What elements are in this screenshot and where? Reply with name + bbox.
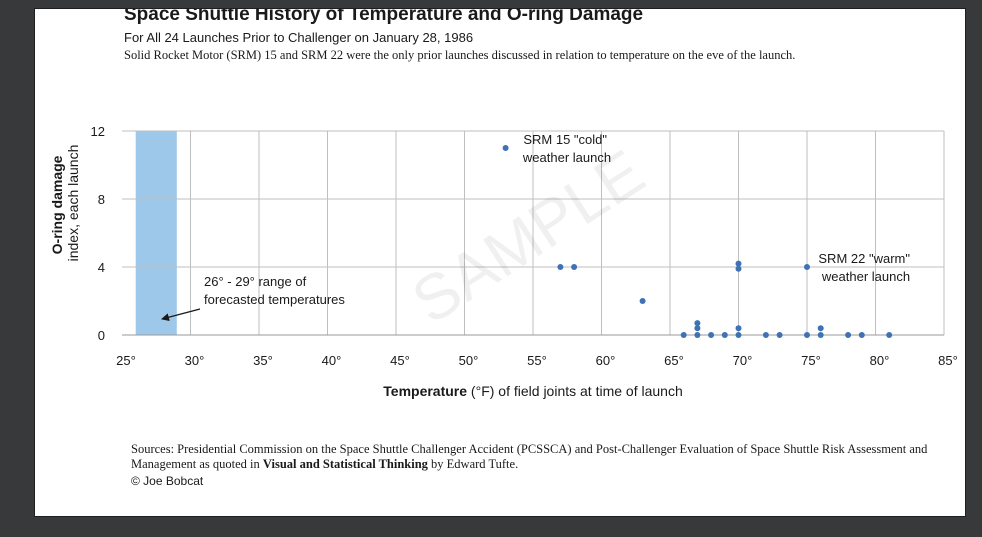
data-point: [694, 320, 701, 327]
x-axis-label-bold: Temperature: [383, 383, 467, 399]
y-axis-label: O-ring damage index, each launch: [49, 145, 81, 262]
x-tick-label: 85°: [938, 353, 958, 368]
data-point: [762, 332, 769, 338]
range-annotation-arrow: [161, 308, 201, 322]
range-annotation: 26° - 29° range of forecasted temperatur…: [204, 274, 345, 307]
watermark: SAMPLE: [400, 136, 657, 338]
data-point: [817, 325, 824, 332]
srm15-annotation: SRM 15 "cold" weather launch: [522, 132, 611, 165]
page-title: Space Shuttle History of Temperature and…: [124, 8, 644, 25]
x-tick-label: 40°: [322, 353, 342, 368]
x-tick-label: 45°: [390, 353, 410, 368]
sources-book-title: Visual and Statistical Thinking: [262, 457, 428, 471]
x-tick-label: 25°: [116, 353, 136, 368]
x-tick-label: 30°: [185, 353, 205, 368]
chart-note: Solid Rocket Motor (SRM) 15 and SRM 22 w…: [124, 48, 796, 62]
x-axis-label-rest: (°F) of field joints at time of launch: [467, 383, 683, 399]
data-point: [845, 332, 852, 338]
data-point: [680, 332, 687, 338]
srm15-annotation-line2: weather launch: [522, 150, 611, 165]
data-point: [817, 332, 824, 338]
y-tick-label: 0: [98, 328, 105, 343]
y-tick-label: 12: [91, 124, 105, 139]
x-tick-label: 70°: [733, 353, 753, 368]
x-axis-label: Temperature (°F) of field joints at time…: [383, 383, 682, 399]
sources-suffix: by Edward Tufte.: [427, 457, 519, 471]
data-point: [735, 325, 742, 332]
y-axis-label-rest: index, each launch: [65, 145, 81, 262]
sources-text: Sources: Presidential Commission on the …: [131, 442, 941, 472]
range-annotation-line2: forecasted temperatures: [204, 292, 345, 307]
data-point: [639, 298, 646, 304]
data-point: [735, 260, 742, 267]
srm15-annotation-line1: SRM 15 "cold": [523, 132, 607, 147]
data-point: [804, 332, 810, 338]
srm22-annotation: SRM 22 "warm" weather launch: [818, 251, 913, 284]
y-tick-label: 4: [98, 260, 105, 275]
data-point: [694, 325, 701, 332]
data-point: [735, 265, 742, 272]
forecast-range-band: [135, 131, 177, 335]
chart-panel: Space Shuttle History of Temperature and…: [34, 8, 966, 517]
x-tick-label: 60°: [596, 353, 616, 368]
y-axis-label-bold: O-ring damage: [49, 155, 65, 254]
data-point: [721, 332, 728, 338]
data-point: [708, 332, 715, 338]
x-tick-label: 80°: [870, 353, 890, 368]
data-point: [735, 332, 742, 338]
x-tick-label: 65°: [664, 353, 684, 368]
x-tick-label: 50°: [459, 353, 479, 368]
data-point: [502, 145, 509, 151]
srm22-annotation-line1: SRM 22 "warm": [818, 251, 910, 266]
data-point: [776, 332, 783, 338]
srm22-annotation-line2: weather launch: [821, 269, 910, 284]
data-point: [858, 332, 865, 338]
subtitle: For All 24 Launches Prior to Challenger …: [124, 30, 474, 45]
x-tick-label: 35°: [253, 353, 273, 368]
x-tick-label: 75°: [801, 353, 821, 368]
range-annotation-line1: 26° - 29° range of: [204, 274, 307, 289]
data-point: [694, 332, 701, 338]
data-point: [886, 332, 893, 338]
y-tick-label: 8: [98, 192, 105, 207]
credit-text: © Joe Bobcat: [131, 474, 204, 488]
sources-prefix: Sources: Presidential Commission on the …: [131, 442, 928, 471]
data-point: [571, 264, 578, 270]
data-point: [557, 264, 564, 270]
data-point: [804, 264, 810, 270]
x-tick-label: 55°: [527, 353, 547, 368]
